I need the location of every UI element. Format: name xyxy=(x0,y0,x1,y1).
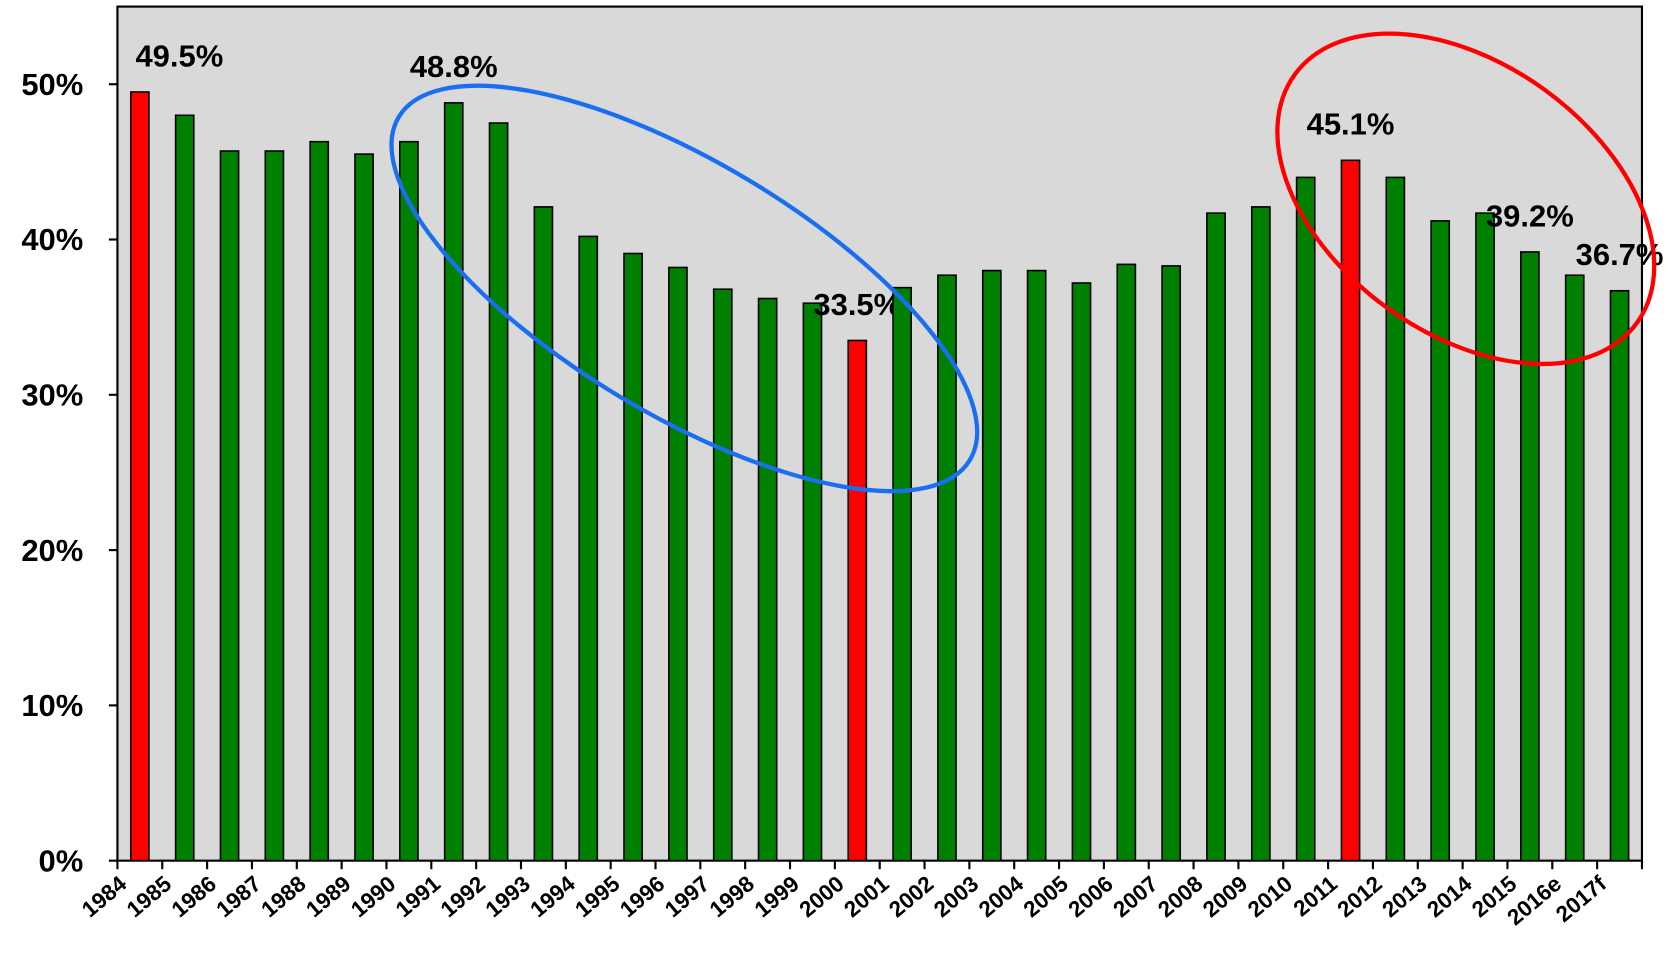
bar xyxy=(1250,206,1271,862)
y-tick-label: 30% xyxy=(21,377,83,412)
bar xyxy=(847,339,868,862)
highlight-ellipse xyxy=(1275,31,1657,367)
bar xyxy=(219,150,240,862)
x-tick-label: 2008 xyxy=(1153,871,1207,922)
value-label: 39.2% xyxy=(1486,198,1574,233)
bar xyxy=(1206,212,1226,862)
value-label: 36.7% xyxy=(1576,237,1664,272)
plot-area xyxy=(116,5,1644,862)
y-tick-label: 50% xyxy=(21,67,83,102)
x-tick-label: 2005 xyxy=(1019,871,1073,922)
x-tick-label: 2009 xyxy=(1198,871,1252,922)
bar xyxy=(1519,251,1540,862)
x-tick-label: 2012 xyxy=(1333,871,1387,922)
bar xyxy=(802,302,823,862)
bar xyxy=(623,252,643,862)
bar xyxy=(668,266,688,862)
bar xyxy=(1161,265,1182,862)
x-tick-label: 2004 xyxy=(974,871,1029,923)
x-tick-label: 1986 xyxy=(167,871,221,922)
bar xyxy=(981,269,1002,862)
x-tick-label: 2013 xyxy=(1377,871,1431,922)
value-label: 48.8% xyxy=(410,49,498,84)
x-tick-label: 1987 xyxy=(212,871,266,922)
x-tick-label: 1991 xyxy=(391,871,445,922)
bar xyxy=(1116,263,1137,862)
x-tick-label: 2006 xyxy=(1064,871,1118,922)
x-tick-label: 1994 xyxy=(525,871,580,923)
highlight-ellipse xyxy=(389,83,980,494)
bar xyxy=(1385,176,1406,862)
value-label: 49.5% xyxy=(135,38,223,73)
x-tick-label: 1998 xyxy=(705,871,759,922)
bar xyxy=(1430,220,1451,862)
bar xyxy=(712,288,733,862)
y-tick-label: 10% xyxy=(21,688,83,723)
x-tick-label: 1995 xyxy=(570,871,624,922)
bar xyxy=(129,91,150,862)
x-tick-label: 1984 xyxy=(77,871,132,923)
x-tick-label: 1997 xyxy=(660,871,714,922)
y-tick-label: 40% xyxy=(21,222,83,257)
x-tick-label: 1996 xyxy=(615,871,669,922)
x-tick-label: 1985 xyxy=(122,871,176,922)
bar xyxy=(757,297,778,862)
x-tick-label: 2011 xyxy=(1289,871,1342,921)
x-tick-label: 2010 xyxy=(1243,871,1297,922)
bar xyxy=(488,122,509,862)
x-tick-label: 1989 xyxy=(301,871,355,922)
x-tick-label: 2000 xyxy=(794,871,848,922)
bar xyxy=(174,114,195,862)
x-tick-label: 2003 xyxy=(929,871,983,922)
bar xyxy=(1295,176,1316,862)
bar xyxy=(309,140,330,862)
bar xyxy=(1340,159,1361,862)
x-tick-label: 1990 xyxy=(346,871,400,922)
x-tick-label: 2017f xyxy=(1551,871,1611,927)
bar xyxy=(1475,212,1495,862)
bar xyxy=(1071,282,1092,862)
x-tick-label: 2007 xyxy=(1108,871,1162,922)
x-tick-label: 2014 xyxy=(1422,871,1477,923)
value-label: 45.1% xyxy=(1307,107,1395,142)
x-tick-label: 1988 xyxy=(256,871,310,922)
bar xyxy=(892,286,912,862)
x-tick-label: 1993 xyxy=(481,871,535,922)
bar xyxy=(937,274,957,862)
bar xyxy=(533,206,554,862)
bar xyxy=(1026,269,1047,862)
bar xyxy=(399,140,419,862)
bar xyxy=(354,153,374,862)
bar xyxy=(1609,289,1630,862)
y-tick-label: 0% xyxy=(39,843,84,878)
y-tick-label: 20% xyxy=(21,533,83,568)
x-tick-label: 2002 xyxy=(884,871,938,922)
value-label: 33.5% xyxy=(813,287,901,322)
bar xyxy=(578,235,599,862)
bar xyxy=(1564,274,1585,862)
bar xyxy=(264,150,285,862)
x-tick-label: 2001 xyxy=(839,871,893,922)
bar xyxy=(443,102,464,862)
x-tick-label: 1999 xyxy=(750,871,804,922)
x-tick-label: 1992 xyxy=(436,871,490,922)
